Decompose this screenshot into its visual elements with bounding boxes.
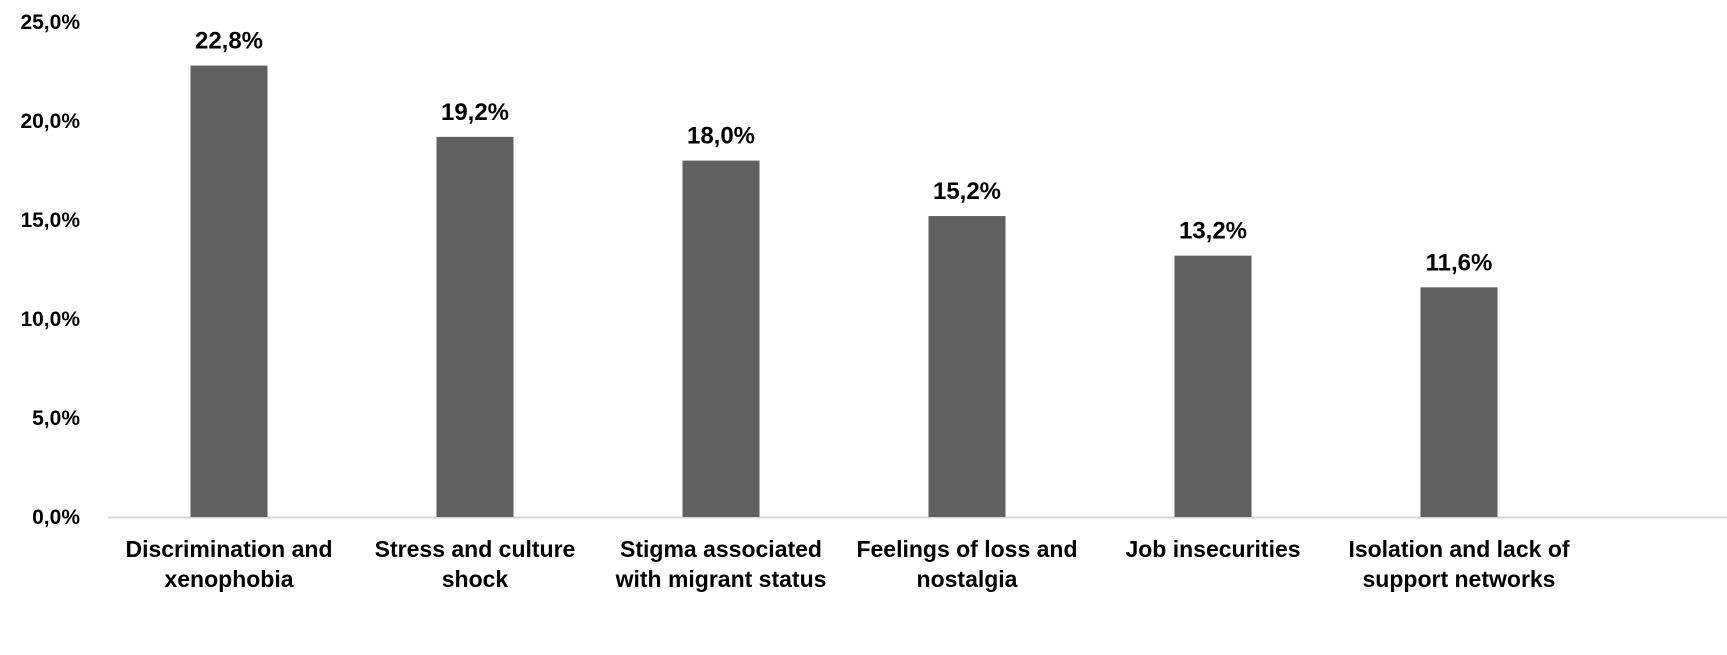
x-tick-label-line: with migrant status xyxy=(615,566,827,592)
x-tick-label-line: support networks xyxy=(1363,566,1556,592)
y-tick-label: 5,0% xyxy=(32,407,80,430)
bar xyxy=(190,65,268,517)
bar xyxy=(1420,287,1498,517)
x-tick-label-line: xenophobia xyxy=(164,566,293,592)
data-label: 19,2% xyxy=(441,99,509,126)
data-labels: 22,8% 19,2% 18,0% 15,2% 13,2% 11,6% xyxy=(195,28,1492,277)
data-label: 11,6% xyxy=(1426,249,1493,276)
data-label: 15,2% xyxy=(933,178,1001,205)
x-tick-label-line: Stress and culture xyxy=(375,536,576,562)
x-tick-label: Stress and culture shock xyxy=(375,536,576,592)
bar xyxy=(682,160,760,517)
bar xyxy=(928,216,1006,518)
x-tick-label: Stigma associated with migrant status xyxy=(615,536,827,592)
bars xyxy=(190,65,1498,518)
x-tick-label-line: nostalgia xyxy=(917,566,1018,592)
y-tick-label: 25,0% xyxy=(20,11,80,34)
y-tick-label: 15,0% xyxy=(20,209,80,232)
bar xyxy=(436,136,514,517)
x-tick-label-line: Job insecurities xyxy=(1125,536,1300,562)
data-label: 22,8% xyxy=(195,28,263,55)
x-tick-label: Isolation and lack of support networks xyxy=(1348,536,1569,592)
y-axis-ticks: 0,0% 5,0% 10,0% 15,0% 20,0% 25,0% xyxy=(20,11,80,529)
data-label: 18,0% xyxy=(687,123,755,150)
x-tick-label: Feelings of loss and nostalgia xyxy=(856,536,1077,592)
x-tick-label-line: Isolation and lack of xyxy=(1348,536,1569,562)
y-tick-label: 0,0% xyxy=(32,506,80,529)
x-tick-label: Discrimination and xenophobia xyxy=(125,536,332,592)
x-tick-label-line: Feelings of loss and xyxy=(856,536,1077,562)
category-labels: Discrimination and xenophobia Stress and c… xyxy=(125,536,1569,592)
bar xyxy=(1174,255,1252,517)
x-tick-label-line: shock xyxy=(442,566,509,592)
y-tick-label: 20,0% xyxy=(20,110,80,133)
x-tick-label-line: Discrimination and xyxy=(125,536,332,562)
data-label: 13,2% xyxy=(1179,218,1247,245)
x-tick-label-line: Stigma associated xyxy=(620,536,822,562)
x-tick-label: Job insecurities xyxy=(1125,536,1300,562)
y-tick-label: 10,0% xyxy=(20,308,80,331)
